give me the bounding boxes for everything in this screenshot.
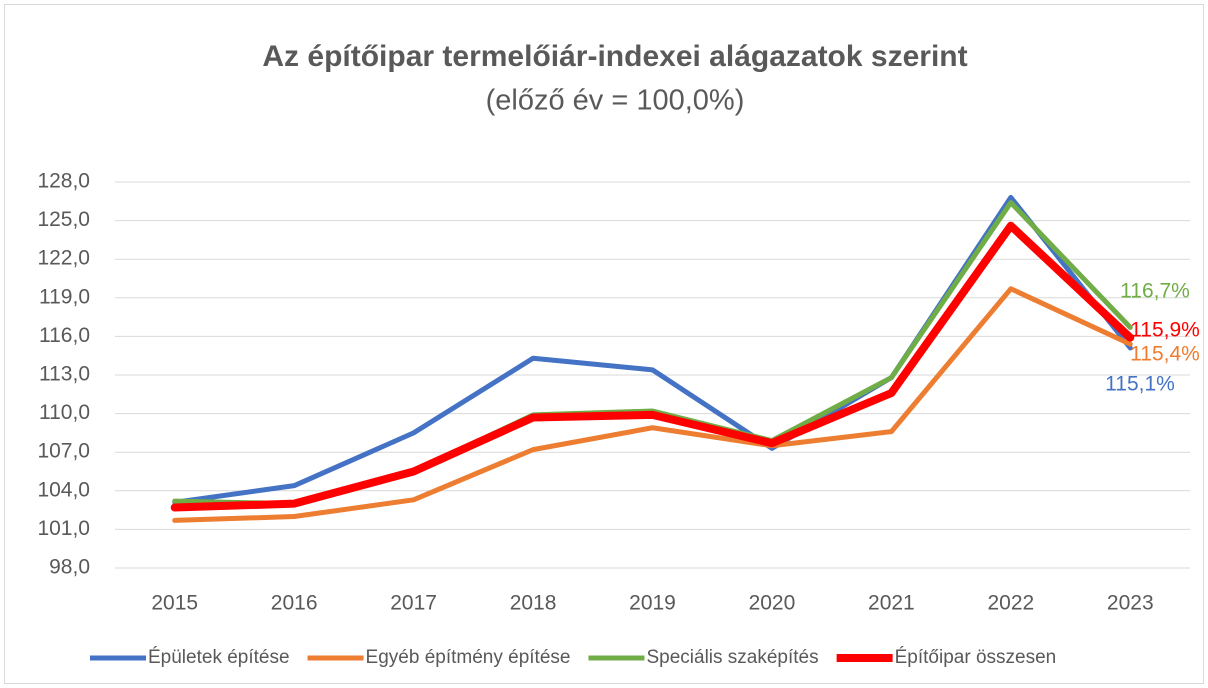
chart-subtitle: (előző év = 100,0%)	[486, 85, 745, 117]
x-tick-label: 2017	[390, 592, 437, 615]
x-tick-label: 2018	[510, 592, 557, 615]
chart-border	[4, 4, 1204, 684]
x-tick-label: 2015	[151, 592, 198, 615]
x-tick-label: 2022	[987, 592, 1034, 615]
series-line	[172, 286, 1133, 523]
y-tick-label: 98,0	[49, 556, 90, 579]
y-tick-label: 101,0	[37, 517, 90, 540]
series-line	[170, 221, 1135, 512]
data-label: 116,7%	[1120, 280, 1190, 303]
x-tick-label: 2023	[1107, 592, 1154, 615]
y-tick-label: 116,0	[39, 324, 90, 347]
y-tick-label: 119,0	[39, 285, 90, 308]
y-tick-label: 110,0	[39, 401, 90, 424]
x-tick-label: 2020	[749, 592, 796, 615]
y-tick-label: 113,0	[39, 363, 90, 386]
y-tick-label: 104,0	[37, 478, 90, 501]
legend-label: Egyéb építmény építése	[366, 647, 571, 668]
x-tick-label: 2019	[629, 592, 676, 615]
x-tick-label: 2021	[868, 592, 915, 615]
legend-label: Építőipar összesen	[895, 647, 1057, 668]
data-label: 115,1%	[1105, 373, 1175, 396]
data-label: 115,9%	[1130, 319, 1200, 342]
y-tick-label: 107,0	[37, 440, 90, 463]
x-tick-label: 2016	[271, 592, 318, 615]
legend-label: Épületek építése	[148, 647, 290, 668]
y-tick-label: 128,0	[37, 170, 90, 193]
chart-title: Az építőipar termelőiár-indexei alágazat…	[262, 40, 967, 73]
y-tick-label: 122,0	[37, 247, 90, 270]
data-label: 115,4%	[1130, 343, 1200, 366]
y-tick-label: 125,0	[37, 208, 90, 231]
legend-label: Speciális szaképítés	[646, 647, 818, 668]
